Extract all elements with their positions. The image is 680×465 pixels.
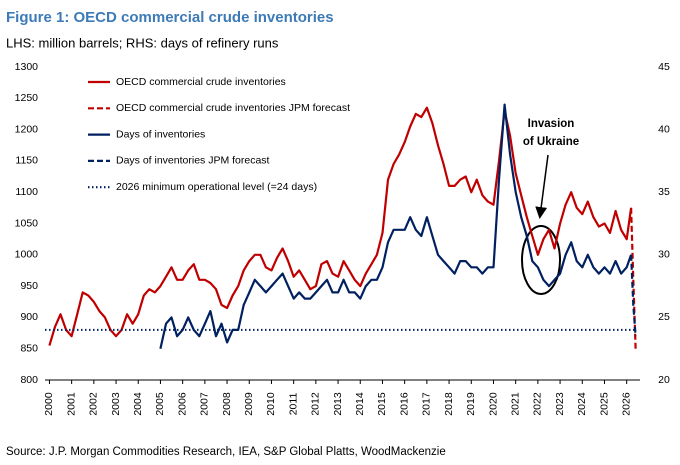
x-tick-label: 2016 bbox=[398, 392, 410, 416]
y2-tick-label: 45 bbox=[658, 61, 670, 73]
y2-tick-label: 30 bbox=[658, 249, 670, 261]
annotation-ellipse bbox=[521, 225, 561, 295]
legend-label: Days of inventories JPM forecast bbox=[116, 155, 270, 167]
x-tick-label: 2015 bbox=[376, 392, 388, 416]
y-tick-label: 1050 bbox=[15, 217, 39, 229]
x-tick-label: 2010 bbox=[265, 392, 277, 416]
x-tick-label: 2000 bbox=[43, 392, 55, 416]
series-line bbox=[48, 106, 633, 346]
y-tick-label: 1100 bbox=[15, 186, 38, 198]
y-tick-label: 900 bbox=[20, 311, 38, 323]
series-line bbox=[159, 103, 633, 349]
y2-tick-label: 25 bbox=[658, 311, 670, 323]
x-tick-label: 2007 bbox=[199, 392, 211, 416]
annotation: Invasion bbox=[528, 118, 575, 130]
y-tick-label: 850 bbox=[20, 342, 38, 354]
annotation: of Ukraine bbox=[523, 136, 579, 148]
y-tick-label: 1250 bbox=[15, 92, 39, 104]
x-tick-label: 2025 bbox=[598, 392, 610, 416]
x-tick-label: 2020 bbox=[487, 392, 499, 416]
x-tick-label: 2014 bbox=[354, 392, 366, 416]
series-line bbox=[630, 207, 637, 349]
legend-label: OECD commercial crude inventories JPM fo… bbox=[116, 102, 350, 114]
x-tick-label: 2008 bbox=[221, 392, 233, 416]
x-tick-label: 2023 bbox=[554, 392, 566, 416]
y-tick-label: 1200 bbox=[15, 123, 39, 135]
x-tick-label: 2012 bbox=[310, 392, 322, 416]
y-tick-label: 1300 bbox=[15, 61, 39, 73]
y2-tick-label: 20 bbox=[658, 374, 670, 386]
y-tick-label: 950 bbox=[20, 280, 38, 292]
x-tick-label: 2003 bbox=[110, 392, 122, 416]
x-tick-label: 2002 bbox=[88, 392, 100, 416]
chart-title: Figure 1: OECD commercial crude inventor… bbox=[6, 9, 334, 26]
chart-subtitle: LHS: million barrels; RHS: days of refin… bbox=[6, 35, 279, 50]
x-tick-label: 2017 bbox=[421, 392, 433, 416]
x-tick-label: 2005 bbox=[154, 392, 166, 416]
y2-tick-label: 40 bbox=[658, 123, 670, 135]
series-line bbox=[630, 254, 637, 337]
x-tick-label: 2013 bbox=[332, 392, 344, 416]
y2-tick-label: 35 bbox=[658, 186, 670, 198]
x-tick-label: 2009 bbox=[243, 392, 255, 416]
legend-label: 2026 minimum operational level (=24 days… bbox=[116, 181, 317, 193]
x-tick-label: 2001 bbox=[65, 392, 77, 416]
y-tick-label: 1000 bbox=[15, 249, 39, 261]
y-tick-label: 1150 bbox=[15, 155, 38, 167]
x-tick-label: 2018 bbox=[443, 392, 455, 416]
source-note: Source: J.P. Morgan Commodities Research… bbox=[6, 446, 446, 458]
x-tick-label: 2022 bbox=[532, 392, 544, 416]
x-tick-label: 2019 bbox=[465, 392, 477, 416]
legend-label: Days of inventories bbox=[116, 128, 205, 140]
y-tick-label: 800 bbox=[20, 374, 38, 386]
x-tick-label: 2011 bbox=[287, 393, 299, 416]
legend-label: OECD commercial crude inventories bbox=[116, 76, 286, 88]
x-tick-label: 2024 bbox=[576, 392, 588, 416]
x-tick-label: 2026 bbox=[620, 392, 632, 416]
x-tick-label: 2004 bbox=[132, 392, 144, 416]
x-tick-label: 2006 bbox=[176, 392, 188, 416]
annotation-arrow bbox=[535, 154, 549, 219]
x-tick-label: 2021 bbox=[509, 392, 521, 416]
